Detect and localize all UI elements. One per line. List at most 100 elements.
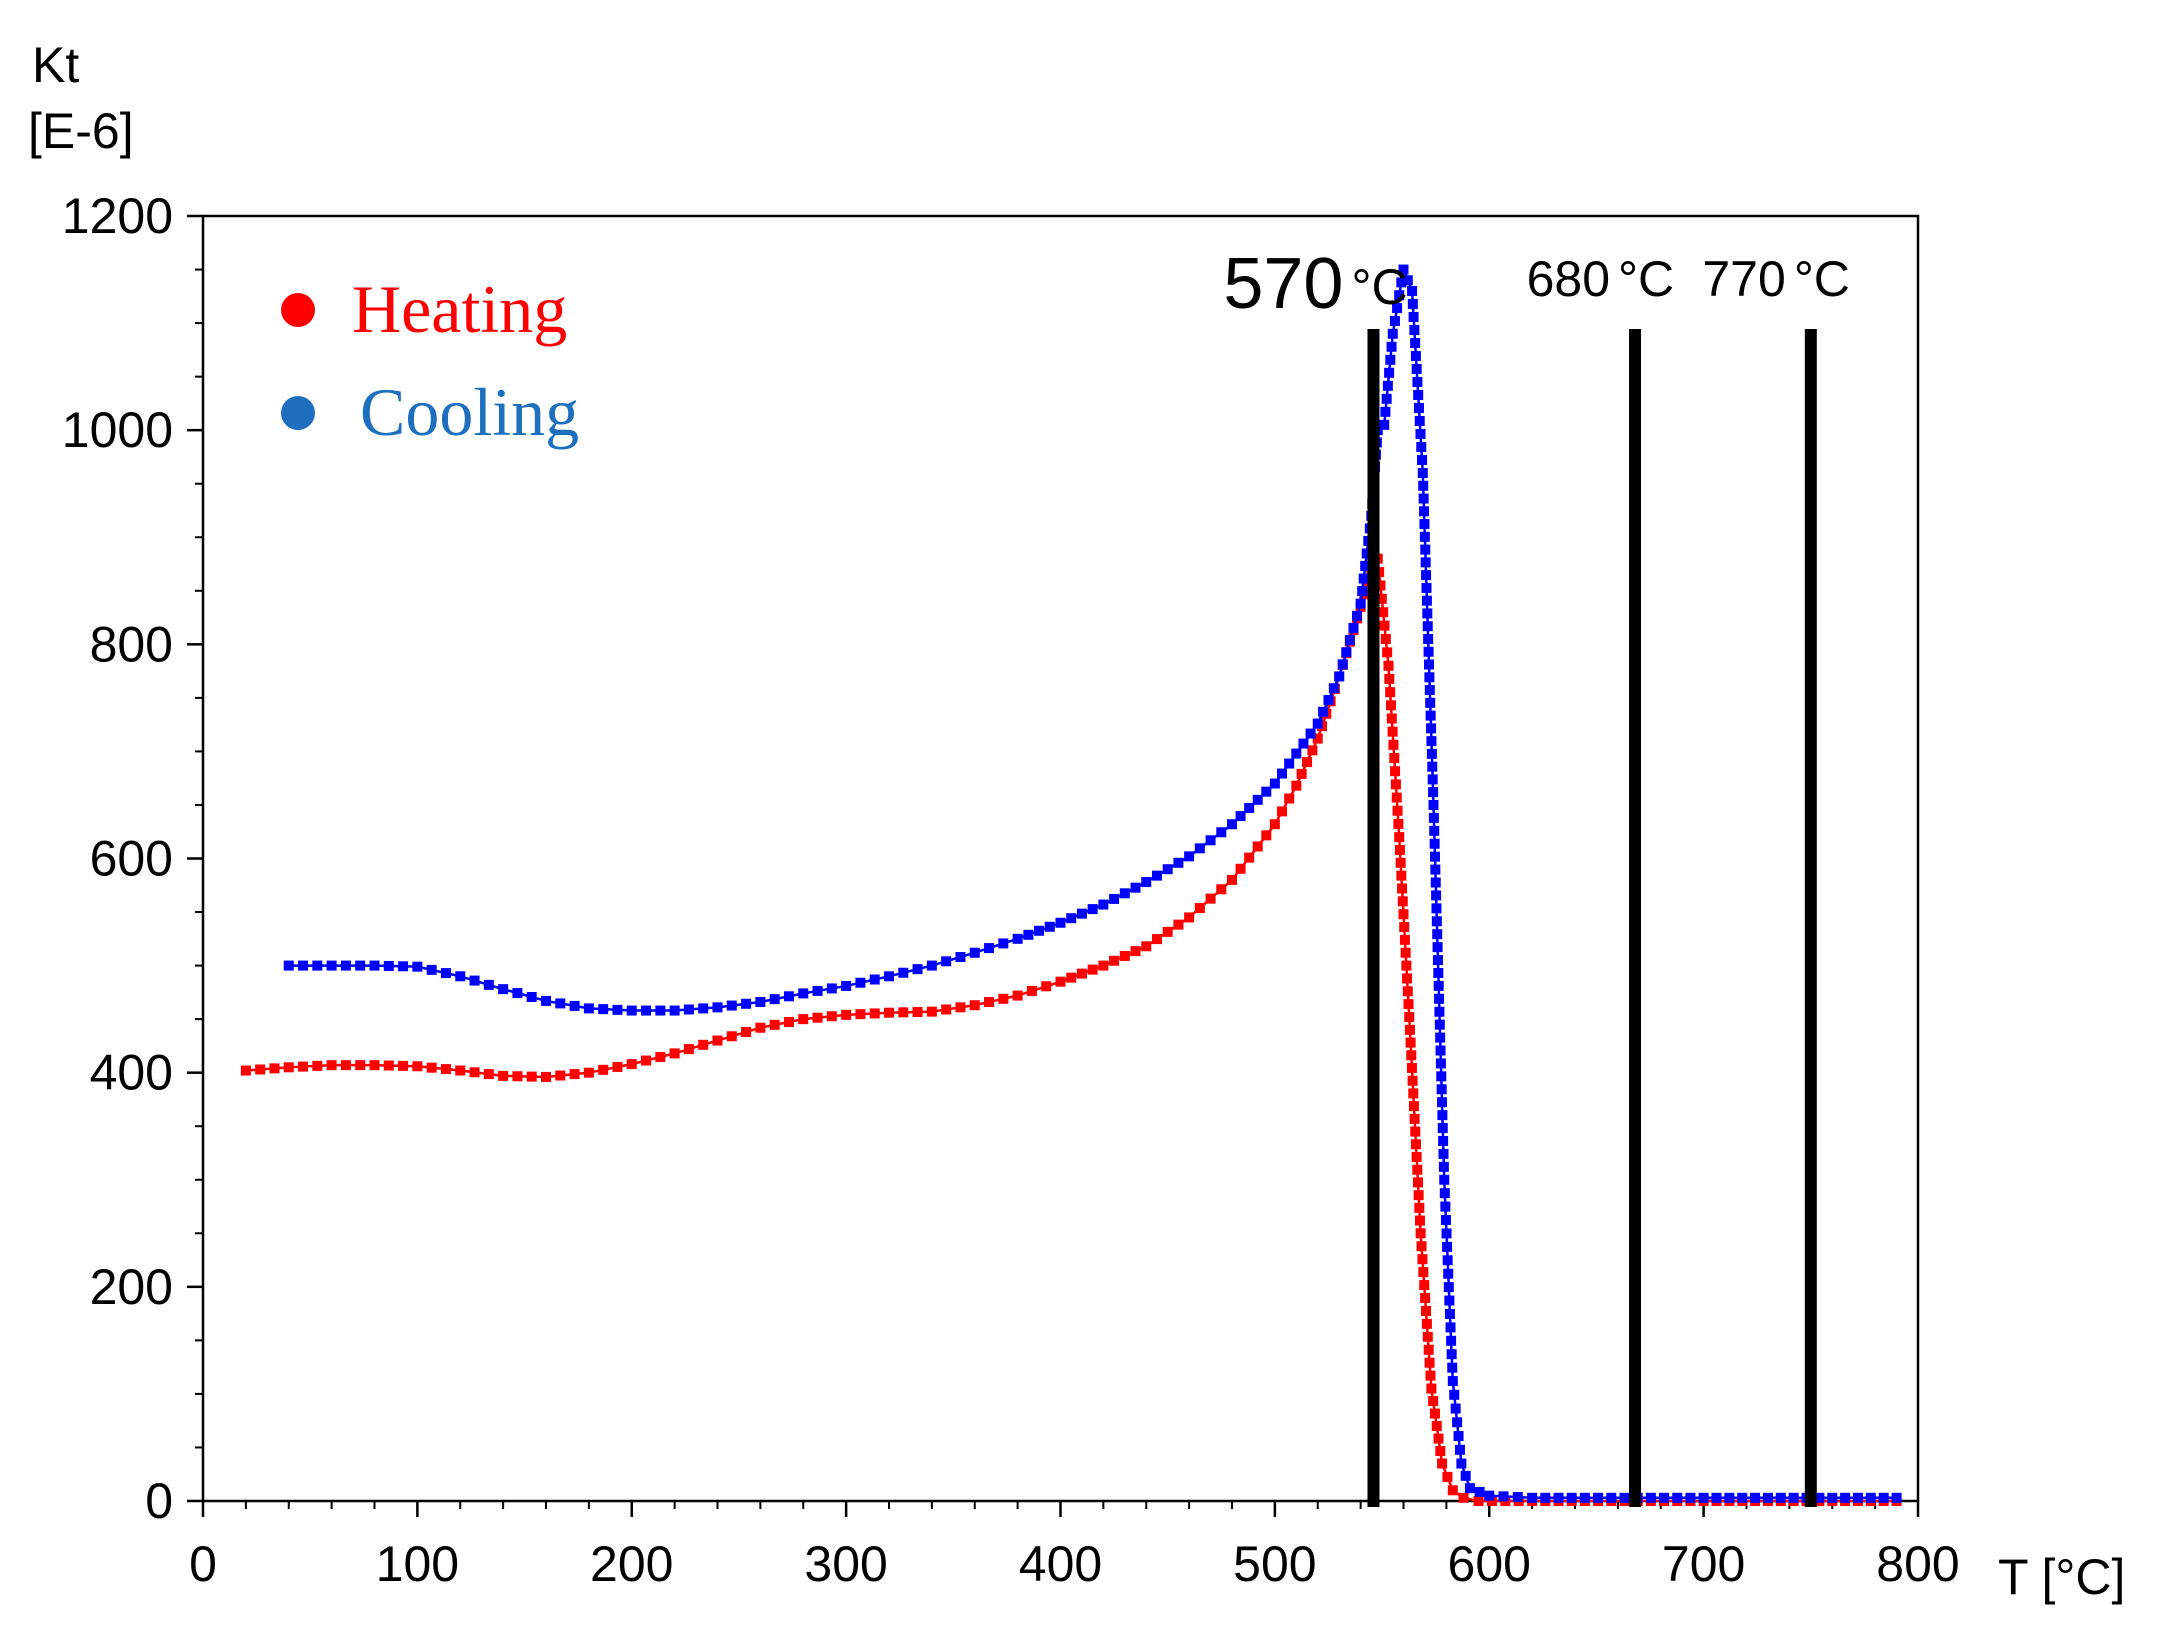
series-heating-point [1393,818,1404,829]
series-cooling-point [1328,683,1339,694]
x-tick-label: 200 [590,1536,673,1592]
series-cooling-point [1284,758,1295,769]
series-heating-point [1425,1370,1436,1381]
series-cooling-point [841,980,852,991]
series-cooling-point [1606,1492,1617,1503]
series-cooling-point [1417,468,1428,478]
series-heating-point [1447,1485,1458,1496]
series-heating-point [355,1060,366,1071]
series-heating-point [583,1067,594,1078]
series-heating-point [412,1061,423,1072]
series-heating-point [1402,973,1413,984]
series-cooling-point [1305,728,1316,739]
series-cooling-point [369,960,380,971]
series-cooling-point [1440,1215,1451,1226]
series-cooling-point [1109,893,1120,904]
series-heating-point [1414,1202,1425,1213]
series-cooling-point [1672,1492,1683,1503]
series-cooling-point [1194,843,1205,854]
series-heating-point [1413,1190,1424,1201]
series-cooling-point [1420,557,1431,568]
series-heating-point [1415,1228,1426,1239]
y-axis-unit: [E-6] [28,103,134,159]
series-heating-point [1261,830,1272,841]
series-cooling-point [555,998,566,1009]
y-tick-label: 400 [90,1045,173,1101]
series-cooling-point [1762,1492,1773,1503]
series-cooling-point [1428,787,1439,798]
series-cooling-point [726,1000,737,1011]
series-cooling-point [1409,324,1420,335]
series-heating-point [698,1039,709,1050]
series-heating-point [1184,912,1195,923]
series-cooling-point [455,971,466,982]
series-heating-point [1382,647,1393,658]
series-heating-point [1419,1280,1430,1291]
series-heating-point [841,1009,852,1020]
series-heating-point [926,1006,937,1017]
series-heating-point [326,1060,337,1071]
series-cooling-point [869,974,880,985]
series-heating-point [641,1055,652,1066]
series-cooling-point [1357,586,1368,597]
series-cooling-point [1435,1032,1446,1043]
series-cooling-point [1023,929,1034,940]
series-heating-point [955,1002,966,1013]
legend-cooling-label: Cooling [360,374,579,450]
series-cooling-point [826,983,837,994]
series-heating-point [1041,981,1052,992]
series-heating-point [426,1062,437,1073]
x-tick-label: 400 [1019,1536,1102,1592]
series-cooling-point [1417,454,1428,465]
series-cooling-point [655,1005,666,1016]
series-heating-point [1252,841,1263,852]
series-cooling-point [955,952,966,963]
series-heating-point [512,1071,523,1082]
series-cooling-point [598,1004,609,1015]
series-cooling-point [612,1004,623,1015]
series-cooling-point [1432,942,1443,953]
series-heating-point [283,1062,294,1073]
series-heating-point [1302,757,1313,768]
series-heating-point [1404,1024,1415,1035]
series-heating-point [1416,1241,1427,1252]
series-cooling-point [1402,275,1413,286]
series-heating-point [1076,968,1087,979]
series-cooling-point [1711,1492,1722,1503]
series-heating-point [1087,964,1098,975]
series-cooling-point [1442,1255,1453,1266]
series-cooling-point [1261,786,1272,797]
series-cooling-point [1852,1492,1863,1503]
series-cooling-point [998,938,1009,949]
series-cooling-point [1066,913,1077,924]
series-cooling-point [1436,1071,1447,1082]
series-heating-point [555,1070,566,1081]
y-tick-label: 200 [90,1259,173,1315]
series-cooling-point [1130,882,1141,893]
series-heating-point [1395,857,1406,868]
series-cooling-point [1421,570,1432,581]
series-heating-point [1486,1496,1497,1506]
series-heating-point [369,1060,380,1071]
series-cooling-point [1379,419,1390,430]
series-cooling-point [1412,376,1423,387]
annotation-unit: °C [1794,251,1850,307]
series-heating-point [1407,1075,1418,1086]
series-cooling-point [426,964,437,975]
series-heating-point [1375,580,1386,591]
series-cooling-point [1418,480,1429,491]
series-heating-point [541,1071,551,1082]
series-cooling-point [1512,1492,1523,1503]
series-heating-point [683,1044,694,1055]
annotation-label: 680 [1527,251,1610,307]
legend: Heating Cooling [281,271,579,450]
series-cooling-point [698,1003,709,1014]
series-cooling-point [755,996,766,1007]
series-heating-point [1398,909,1409,920]
series-cooling-point [1312,718,1323,729]
series-heating-point [1387,726,1398,737]
series-cooling-point [1579,1492,1590,1503]
series-heating-point [526,1071,537,1082]
series-heating-point [1397,896,1408,907]
series-cooling-point [984,943,995,954]
